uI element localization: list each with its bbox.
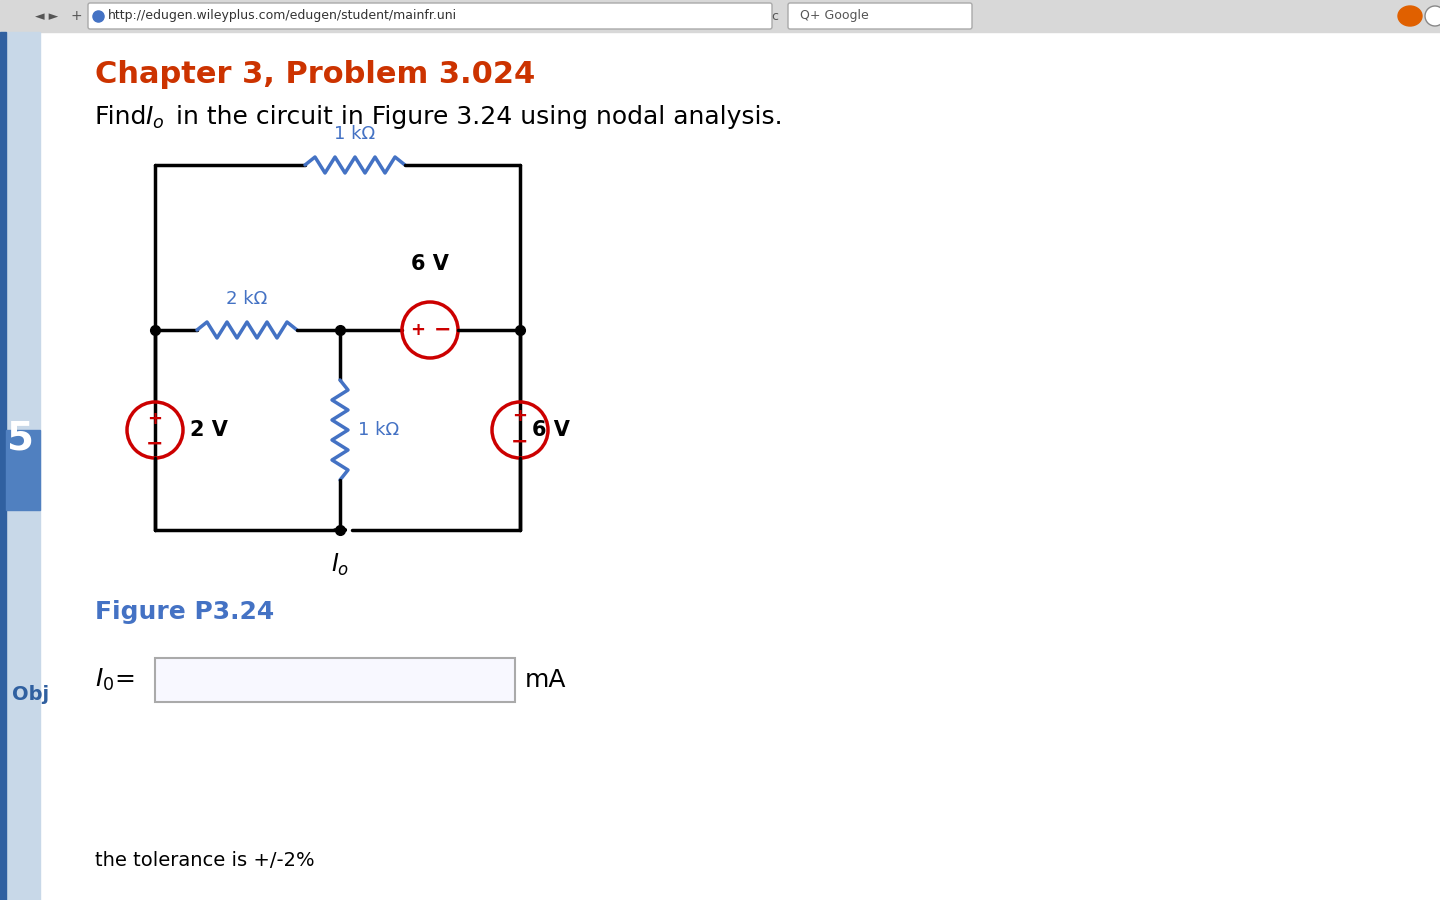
Text: 6 V: 6 V: [410, 254, 449, 274]
Text: Chapter 3, Problem 3.024: Chapter 3, Problem 3.024: [95, 60, 536, 89]
Text: $I_o$: $I_o$: [145, 105, 164, 131]
Text: Q+ Google: Q+ Google: [801, 10, 868, 22]
Text: −: −: [511, 431, 528, 451]
Text: 1 kΩ: 1 kΩ: [334, 125, 376, 143]
Text: −: −: [147, 434, 164, 454]
Text: +: +: [513, 407, 527, 425]
Text: −: −: [433, 320, 451, 340]
Text: Figure P3.24: Figure P3.24: [95, 600, 274, 624]
Text: the tolerance is +/-2%: the tolerance is +/-2%: [95, 850, 314, 869]
Text: 6 V: 6 V: [531, 420, 570, 440]
Bar: [0, 32, 40, 900]
Ellipse shape: [1398, 6, 1423, 26]
FancyBboxPatch shape: [88, 3, 772, 29]
Text: +: +: [147, 410, 163, 427]
Bar: [6, 430, 40, 510]
Bar: [0, 32, 6, 900]
Text: +: +: [71, 9, 82, 23]
FancyBboxPatch shape: [788, 3, 972, 29]
Text: 1 kΩ: 1 kΩ: [359, 421, 399, 439]
Text: in the circuit in Figure 3.24 using nodal analysis.: in the circuit in Figure 3.24 using noda…: [168, 105, 782, 129]
Bar: [0, 0, 1440, 32]
Text: 2 V: 2 V: [190, 420, 228, 440]
Text: c: c: [772, 10, 779, 22]
Text: 5: 5: [7, 420, 33, 458]
Text: Find: Find: [95, 105, 154, 129]
FancyBboxPatch shape: [156, 658, 516, 702]
Ellipse shape: [1426, 6, 1440, 26]
Text: mA: mA: [526, 668, 566, 692]
Text: Obj: Obj: [12, 686, 49, 705]
Text: 2 kΩ: 2 kΩ: [226, 290, 268, 308]
Text: $I_o$: $I_o$: [331, 552, 348, 578]
Text: http://edugen.wileyplus.com/edugen/student/mainfr.uni: http://edugen.wileyplus.com/edugen/stude…: [108, 10, 456, 22]
Text: $I_0$=: $I_0$=: [95, 667, 134, 693]
Text: +: +: [410, 321, 425, 339]
Text: ◄ ►: ◄ ►: [35, 10, 58, 22]
